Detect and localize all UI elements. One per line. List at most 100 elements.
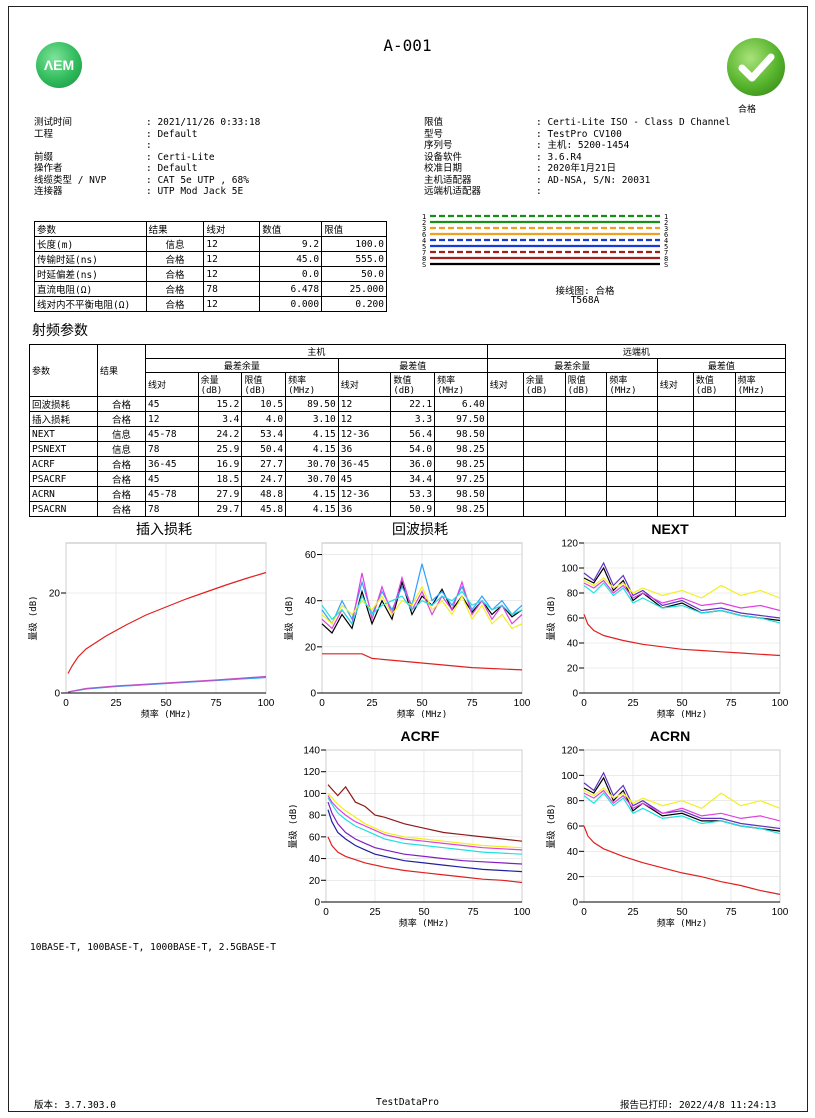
y-tick-label: 60 — [567, 822, 579, 833]
info-label: 连接器 — [34, 186, 63, 197]
wiremap-pin-right: 6 — [664, 231, 668, 239]
cell: PSACRF — [29, 471, 98, 487]
cell: 6.478 — [259, 281, 323, 297]
empty-cell — [692, 396, 736, 412]
wiremap-pin-left: 6 — [422, 231, 426, 239]
header-cell: 线对 — [337, 372, 392, 397]
y-axis-label: 量级 (dB) — [27, 595, 39, 640]
empty-cell — [522, 471, 566, 487]
info-label: 校准日期 — [424, 163, 463, 174]
cell: 98.25 — [434, 501, 488, 517]
x-tick-label: 0 — [319, 698, 325, 709]
empty-cell — [692, 456, 736, 472]
header-cell: 结果 — [145, 221, 205, 237]
cell: 45.8 — [241, 501, 287, 517]
cell: 54.0 — [390, 441, 436, 457]
cell: 3.3 — [390, 411, 436, 427]
x-tick-label: 25 — [110, 698, 122, 709]
cell: 45.0 — [259, 251, 323, 267]
cell: 6.40 — [434, 396, 488, 412]
info-label: 前缀 — [34, 151, 54, 163]
y-tick-label: 100 — [303, 789, 320, 800]
cell: 12-36 — [337, 426, 392, 442]
header-cell: 限值 (dB) — [564, 372, 608, 397]
wiremap-pin-right: 4 — [664, 237, 668, 245]
y-tick-label: 0 — [314, 898, 320, 909]
empty-cell — [734, 456, 787, 472]
empty-cell — [522, 501, 566, 517]
y-axis-label: 量级 (dB) — [287, 803, 299, 848]
cell: 53.3 — [390, 486, 436, 502]
cell: 合格 — [145, 296, 205, 312]
empty-cell — [522, 456, 566, 472]
cell: 合格 — [97, 486, 146, 502]
x-tick-label: 0 — [581, 907, 587, 918]
empty-cell — [606, 456, 658, 472]
series-line — [327, 809, 523, 873]
wiremap-pin-left: 1 — [422, 213, 426, 221]
cell: 45 — [337, 471, 392, 487]
cell: 34.4 — [390, 471, 436, 487]
cell: 合格 — [97, 411, 146, 427]
x-axis-label: 频率 (MHz) — [397, 708, 448, 720]
table-row: ACRN 合格 45-78 27.9 48.8 4.15 12-36 53.3 98.50 — [29, 486, 787, 502]
x-tick-label: 75 — [466, 698, 478, 709]
cell: 36 — [337, 441, 392, 457]
cell: 合格 — [97, 456, 146, 472]
applications-list: 10BASE-T, 100BASE-T, 1000BASE-T, 2.5GBAS… — [30, 942, 276, 953]
series-line — [321, 572, 523, 630]
cell: 12 — [337, 411, 392, 427]
aem-logo: ΛEM — [36, 42, 82, 88]
cell: 45 — [145, 471, 199, 487]
x-tick-label: 0 — [581, 698, 587, 709]
rf-header-row: 参数 结果 主机 远端机 — [29, 344, 787, 397]
header-cell: 数值 — [259, 221, 323, 237]
empty-cell — [656, 396, 694, 412]
cell: 合格 — [97, 396, 146, 412]
x-tick-label: 100 — [514, 698, 531, 709]
wiremap-pin-left: S — [422, 261, 426, 269]
wiremap-pin-right: 5 — [664, 243, 668, 251]
chart-5: ACRN 0 25 50 75 100 0 20 40 60 80 100 120 频率 (MHz) 量级 … — [545, 728, 789, 929]
x-tick-label: 25 — [369, 907, 381, 918]
cell: 24.2 — [197, 426, 243, 442]
cell: ACRF — [29, 456, 98, 472]
header-cell: 线对 — [203, 221, 261, 237]
empty-cell — [522, 411, 566, 427]
info-value: : Certi-Lite — [146, 151, 215, 163]
table-row: ACRF 合格 36-45 16.9 27.7 30.70 36-45 36.0 98.25 — [29, 456, 787, 472]
series-line — [583, 787, 781, 809]
series-line — [583, 582, 781, 624]
info-label: 工程 — [34, 128, 54, 140]
x-tick-label: 75 — [467, 907, 479, 918]
cell: PSNEXT — [29, 441, 98, 457]
empty-cell — [564, 501, 608, 517]
cell: 97.50 — [434, 411, 488, 427]
y-tick-label: 0 — [572, 898, 578, 909]
header-cell: 频率 (MHz) — [285, 372, 339, 397]
x-tick-label: 25 — [366, 698, 378, 709]
footer-version: 版本: 3.7.303.0 — [34, 1100, 116, 1111]
empty-cell — [734, 411, 787, 427]
header-cell: 限值 — [321, 221, 387, 237]
cell: 3.4 — [197, 411, 243, 427]
empty-cell — [606, 411, 658, 427]
x-tick-label: 50 — [676, 907, 688, 918]
header-cell: 参数 — [29, 344, 98, 397]
x-tick-label: 0 — [323, 907, 329, 918]
empty-cell — [606, 471, 658, 487]
cell: 53.4 — [241, 426, 287, 442]
cell: 合格 — [145, 281, 205, 297]
cell: 29.7 — [197, 501, 243, 517]
info-value: : 2020年1月21日 — [536, 163, 616, 174]
info-label: 限值 — [424, 117, 444, 128]
empty-cell — [656, 441, 694, 457]
info-value: : 主机: 5200-1454 — [536, 140, 630, 151]
overall-result-label: 合格 — [738, 105, 757, 115]
info-value: : CAT 5e UTP , 68% — [146, 174, 249, 186]
series-line — [67, 675, 267, 693]
empty-cell — [606, 501, 658, 517]
empty-cell — [734, 501, 787, 517]
empty-cell — [656, 501, 694, 517]
cell: 50.9 — [390, 501, 436, 517]
